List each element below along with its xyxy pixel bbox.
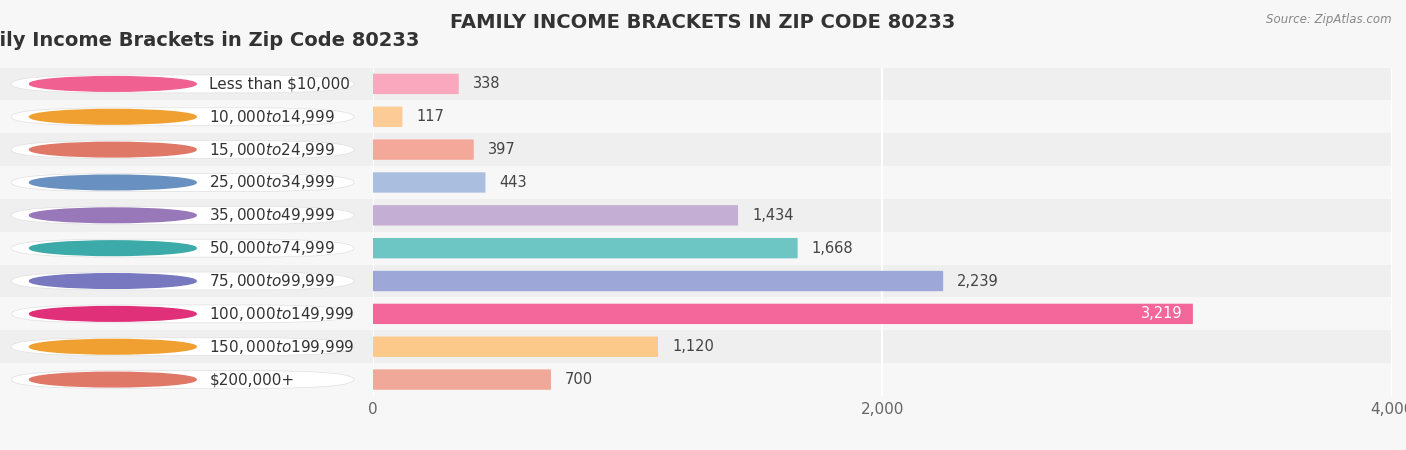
FancyBboxPatch shape	[0, 166, 373, 199]
Bar	[373, 199, 1392, 232]
FancyBboxPatch shape	[0, 199, 373, 232]
Bar	[373, 232, 1392, 265]
Text: 397: 397	[488, 142, 516, 157]
Text: 117: 117	[416, 109, 444, 124]
Text: 338: 338	[472, 76, 501, 91]
Text: $200,000+: $200,000+	[209, 372, 294, 387]
Circle shape	[30, 339, 197, 354]
Bar	[373, 297, 1392, 330]
Text: 1,120: 1,120	[672, 339, 714, 354]
FancyBboxPatch shape	[373, 369, 551, 390]
FancyBboxPatch shape	[0, 265, 373, 297]
Circle shape	[30, 372, 197, 387]
Text: $150,000 to $199,999: $150,000 to $199,999	[209, 338, 354, 356]
Text: Family Income Brackets in Zip Code 80233: Family Income Brackets in Zip Code 80233	[0, 32, 419, 50]
Text: Less than $10,000: Less than $10,000	[209, 76, 350, 91]
FancyBboxPatch shape	[373, 337, 658, 357]
Bar	[373, 265, 1392, 297]
FancyBboxPatch shape	[373, 172, 485, 193]
Bar	[373, 363, 1392, 396]
Text: FAMILY INCOME BRACKETS IN ZIP CODE 80233: FAMILY INCOME BRACKETS IN ZIP CODE 80233	[450, 14, 956, 32]
FancyBboxPatch shape	[11, 108, 354, 126]
FancyBboxPatch shape	[373, 74, 458, 94]
FancyBboxPatch shape	[0, 133, 373, 166]
FancyBboxPatch shape	[11, 239, 354, 257]
Text: $25,000 to $34,999: $25,000 to $34,999	[209, 173, 335, 191]
FancyBboxPatch shape	[373, 205, 738, 225]
Text: 1,434: 1,434	[752, 208, 793, 223]
Text: $50,000 to $74,999: $50,000 to $74,999	[209, 239, 335, 257]
Text: 1,668: 1,668	[811, 241, 853, 256]
Circle shape	[30, 142, 197, 157]
FancyBboxPatch shape	[373, 304, 1192, 324]
Bar	[373, 100, 1392, 133]
Bar	[373, 68, 1392, 100]
FancyBboxPatch shape	[0, 232, 373, 265]
Circle shape	[30, 306, 197, 321]
Circle shape	[30, 109, 197, 124]
Text: 2,239: 2,239	[957, 274, 998, 288]
FancyBboxPatch shape	[11, 305, 354, 323]
Text: $75,000 to $99,999: $75,000 to $99,999	[209, 272, 335, 290]
Bar	[373, 330, 1392, 363]
Circle shape	[30, 76, 197, 91]
FancyBboxPatch shape	[11, 207, 354, 224]
Circle shape	[30, 208, 197, 223]
FancyBboxPatch shape	[11, 141, 354, 158]
Bar	[373, 133, 1392, 166]
FancyBboxPatch shape	[373, 107, 402, 127]
FancyBboxPatch shape	[373, 140, 474, 160]
Text: $35,000 to $49,999: $35,000 to $49,999	[209, 206, 335, 224]
Text: 700: 700	[565, 372, 593, 387]
FancyBboxPatch shape	[11, 338, 354, 356]
FancyBboxPatch shape	[0, 100, 373, 133]
FancyBboxPatch shape	[0, 363, 373, 396]
FancyBboxPatch shape	[11, 174, 354, 191]
FancyBboxPatch shape	[373, 271, 943, 291]
Bar	[373, 166, 1392, 199]
Circle shape	[30, 274, 197, 288]
FancyBboxPatch shape	[0, 330, 373, 363]
Text: Source: ZipAtlas.com: Source: ZipAtlas.com	[1267, 14, 1392, 27]
Text: 3,219: 3,219	[1142, 306, 1182, 321]
FancyBboxPatch shape	[11, 272, 354, 290]
FancyBboxPatch shape	[11, 371, 354, 388]
Circle shape	[30, 175, 197, 190]
Text: $100,000 to $149,999: $100,000 to $149,999	[209, 305, 354, 323]
FancyBboxPatch shape	[0, 297, 373, 330]
Text: $10,000 to $14,999: $10,000 to $14,999	[209, 108, 335, 126]
Text: 443: 443	[499, 175, 527, 190]
FancyBboxPatch shape	[373, 238, 797, 258]
FancyBboxPatch shape	[11, 75, 354, 93]
Circle shape	[30, 241, 197, 256]
FancyBboxPatch shape	[0, 68, 373, 100]
Text: $15,000 to $24,999: $15,000 to $24,999	[209, 140, 335, 158]
